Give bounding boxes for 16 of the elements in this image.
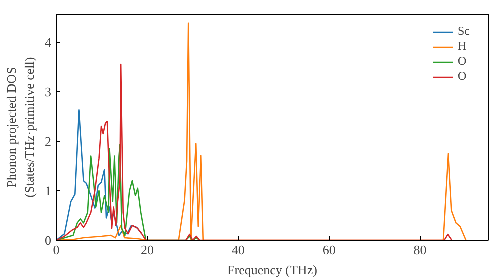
legend-label: O [458,69,468,84]
x-tick-label: 40 [232,242,245,258]
y-axis-title: Phonon projected DOS (States/THz·primitive cell) [4,57,37,198]
legend-label: H [458,39,468,54]
x-tick-label: 80 [414,242,427,258]
y-tick-label: 2 [45,134,52,149]
y-tick-label: 3 [45,84,52,100]
legend-label: O [458,54,468,69]
y-tick-label: 4 [45,34,52,50]
y-tick-label: 0 [45,233,52,248]
x-tick-label: 20 [140,242,154,258]
x-axis-title: Frequency (THz) [228,262,318,278]
y-tick-label: 1 [45,183,52,198]
x-tick-label: 60 [322,242,336,258]
line-series [56,144,200,240]
legend-label: Sc [458,24,471,39]
